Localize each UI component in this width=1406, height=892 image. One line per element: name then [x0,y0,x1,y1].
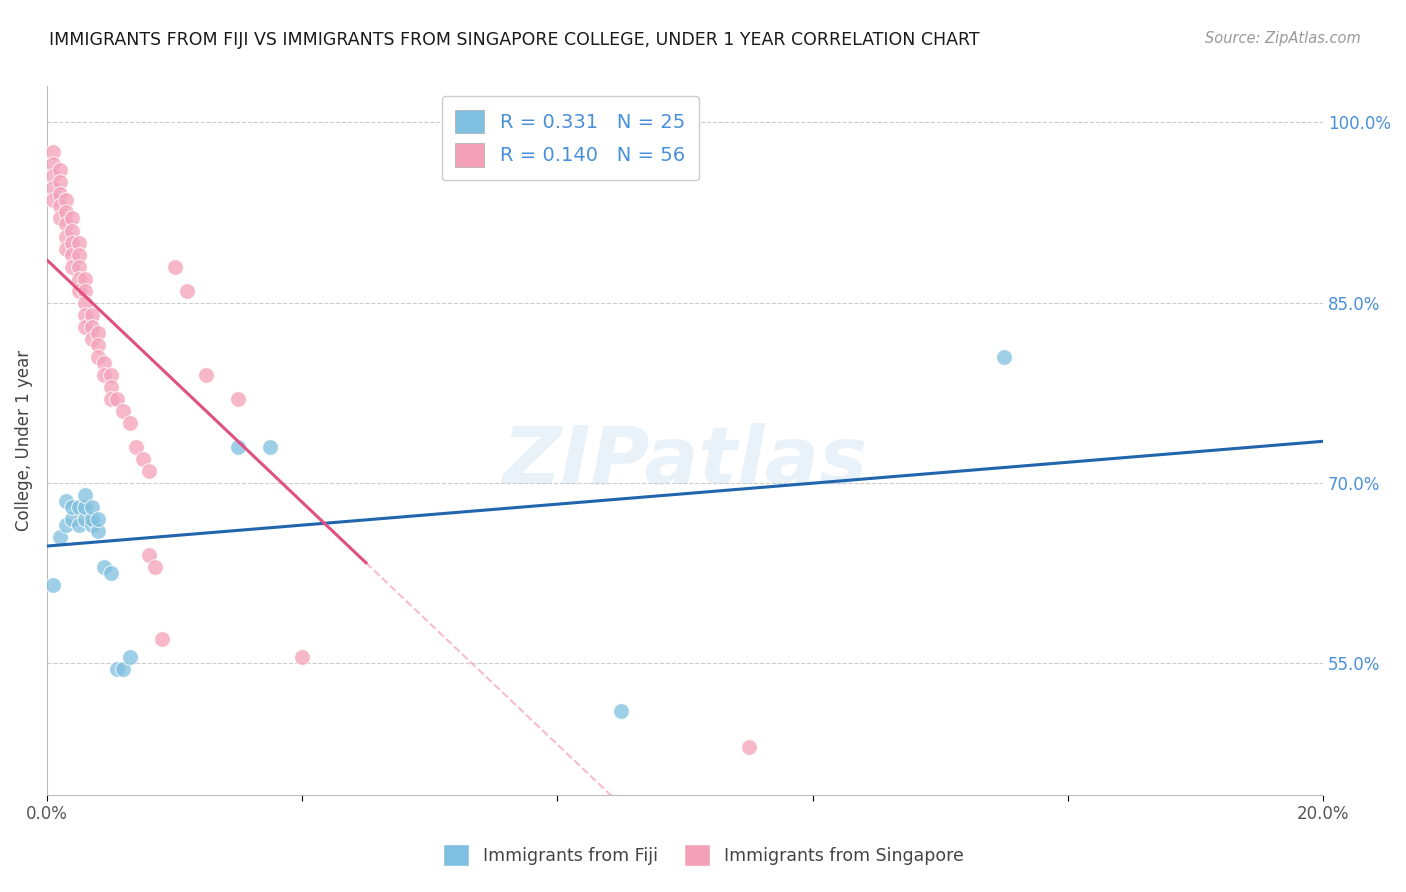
Legend: R = 0.331   N = 25, R = 0.140   N = 56: R = 0.331 N = 25, R = 0.140 N = 56 [441,96,699,180]
Point [80,500,103,514]
Point [55,218,77,232]
Point [67,517,90,532]
Point [75,284,97,298]
Point [138,548,160,562]
Point [87,326,110,340]
Point [105,662,128,676]
Y-axis label: College, Under 1 year: College, Under 1 year [15,351,32,532]
Point [131,451,153,466]
Point [42,157,65,171]
Point [163,260,186,274]
Point [62,223,84,237]
Point [87,337,110,351]
Point [67,271,90,285]
Point [62,211,84,226]
Point [75,488,97,502]
Point [67,260,90,274]
Legend: Immigrants from Fiji, Immigrants from Singapore: Immigrants from Fiji, Immigrants from Si… [436,838,970,872]
Point [42,181,65,195]
Text: Source: ZipAtlas.com: Source: ZipAtlas.com [1205,31,1361,46]
Point [138,464,160,478]
Text: IMMIGRANTS FROM FIJI VS IMMIGRANTS FROM SINGAPORE COLLEGE, UNDER 1 YEAR CORRELAT: IMMIGRANTS FROM FIJI VS IMMIGRANTS FROM … [49,31,980,49]
Point [55,205,77,219]
Point [176,284,198,298]
Point [93,356,115,370]
Point [93,559,115,574]
Point [228,392,250,406]
Point [67,284,90,298]
Point [42,145,65,160]
Point [67,247,90,261]
Point [62,512,84,526]
Point [259,440,281,454]
Point [80,319,103,334]
Point [62,500,84,514]
Point [118,416,141,430]
Point [55,493,77,508]
Point [145,559,167,574]
Point [993,350,1015,364]
Point [75,512,97,526]
Point [48,211,70,226]
Point [67,235,90,250]
Point [80,308,103,322]
Point [80,332,103,346]
Point [291,649,314,664]
Point [75,500,97,514]
Point [48,163,70,178]
Point [75,308,97,322]
Point [62,260,84,274]
Point [228,440,250,454]
Point [195,368,218,382]
Point [738,739,761,754]
Point [100,368,122,382]
Point [80,512,103,526]
Point [112,662,135,676]
Point [100,379,122,393]
Point [75,319,97,334]
Text: ZIPatlas: ZIPatlas [502,423,868,501]
Point [62,235,84,250]
Point [93,368,115,382]
Point [87,512,110,526]
Point [48,187,70,202]
Point [80,517,103,532]
Point [118,649,141,664]
Point [610,704,633,718]
Point [55,229,77,244]
Point [42,194,65,208]
Point [100,392,122,406]
Point [48,199,70,213]
Point [55,242,77,256]
Point [75,295,97,310]
Point [112,403,135,417]
Point [42,169,65,184]
Point [42,578,65,592]
Point [67,500,90,514]
Point [105,392,128,406]
Point [87,350,110,364]
Point [125,440,148,454]
Point [55,517,77,532]
Point [48,176,70,190]
Point [48,530,70,544]
Point [75,271,97,285]
Point [62,247,84,261]
Point [55,194,77,208]
Point [100,566,122,580]
Point [150,632,173,646]
Point [87,524,110,538]
